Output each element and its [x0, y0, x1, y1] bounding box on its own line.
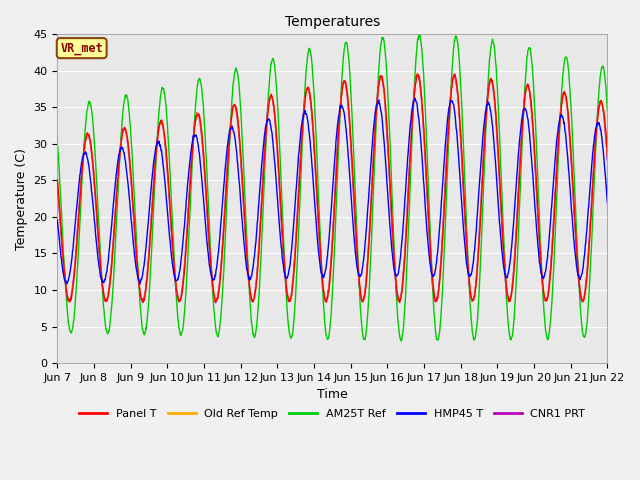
- AM25T Ref: [604, 108, 611, 114]
- Old Ref Temp: [308, 110, 316, 116]
- Old Ref Temp: [414, 70, 422, 76]
- AM25T Ref: [118, 116, 126, 121]
- CNR1 PRT: [367, 204, 374, 209]
- HMP45 T: [287, 251, 295, 257]
- CNR1 PRT: [299, 122, 307, 128]
- AM25T Ref: [287, 336, 294, 341]
- HMP45 T: [299, 117, 307, 122]
- CNR1 PRT: [604, 157, 611, 163]
- CNR1 PRT: [54, 182, 61, 188]
- Old Ref Temp: [322, 300, 330, 305]
- HMP45 T: [367, 162, 374, 168]
- Panel T: [287, 295, 294, 301]
- Old Ref Temp: [118, 131, 126, 136]
- Old Ref Temp: [287, 296, 294, 301]
- AM25T Ref: [397, 338, 405, 344]
- Panel T: [308, 110, 316, 116]
- Panel T: [604, 151, 611, 157]
- Panel T: [367, 216, 374, 222]
- Panel T: [298, 132, 306, 137]
- CNR1 PRT: [308, 121, 316, 127]
- Line: Old Ref Temp: Old Ref Temp: [58, 73, 607, 302]
- HMP45 T: [604, 200, 611, 206]
- CNR1 PRT: [413, 71, 421, 76]
- HMP45 T: [308, 168, 316, 174]
- HMP45 T: [54, 217, 61, 223]
- AM25T Ref: [367, 263, 374, 269]
- Legend: Panel T, Old Ref Temp, AM25T Ref, HMP45 T, CNR1 PRT: Panel T, Old Ref Temp, AM25T Ref, HMP45 …: [75, 404, 589, 423]
- AM25T Ref: [54, 141, 61, 146]
- Old Ref Temp: [54, 177, 61, 182]
- HMP45 T: [118, 144, 126, 150]
- Title: Temperatures: Temperatures: [285, 15, 380, 29]
- CNR1 PRT: [118, 131, 126, 136]
- Panel T: [96, 255, 104, 261]
- Panel T: [54, 177, 61, 182]
- Panel T: [118, 131, 126, 136]
- AM25T Ref: [298, 144, 306, 149]
- Line: CNR1 PRT: CNR1 PRT: [58, 73, 607, 303]
- Old Ref Temp: [298, 134, 306, 140]
- Old Ref Temp: [96, 254, 104, 260]
- Panel T: [396, 300, 404, 305]
- CNR1 PRT: [287, 293, 295, 299]
- Old Ref Temp: [604, 152, 611, 157]
- Line: AM25T Ref: AM25T Ref: [58, 35, 607, 341]
- HMP45 T: [96, 269, 104, 275]
- Line: HMP45 T: HMP45 T: [58, 98, 607, 284]
- AM25T Ref: [308, 61, 316, 67]
- HMP45 T: [412, 96, 419, 101]
- Text: VR_met: VR_met: [60, 42, 103, 55]
- X-axis label: Time: Time: [317, 388, 348, 401]
- Y-axis label: Temperature (C): Temperature (C): [15, 148, 28, 250]
- HMP45 T: [136, 281, 144, 287]
- Line: Panel T: Panel T: [58, 74, 607, 302]
- Panel T: [451, 71, 459, 77]
- Old Ref Temp: [367, 209, 374, 215]
- CNR1 PRT: [212, 300, 220, 306]
- AM25T Ref: [96, 243, 104, 249]
- CNR1 PRT: [96, 259, 104, 264]
- AM25T Ref: [416, 32, 424, 37]
